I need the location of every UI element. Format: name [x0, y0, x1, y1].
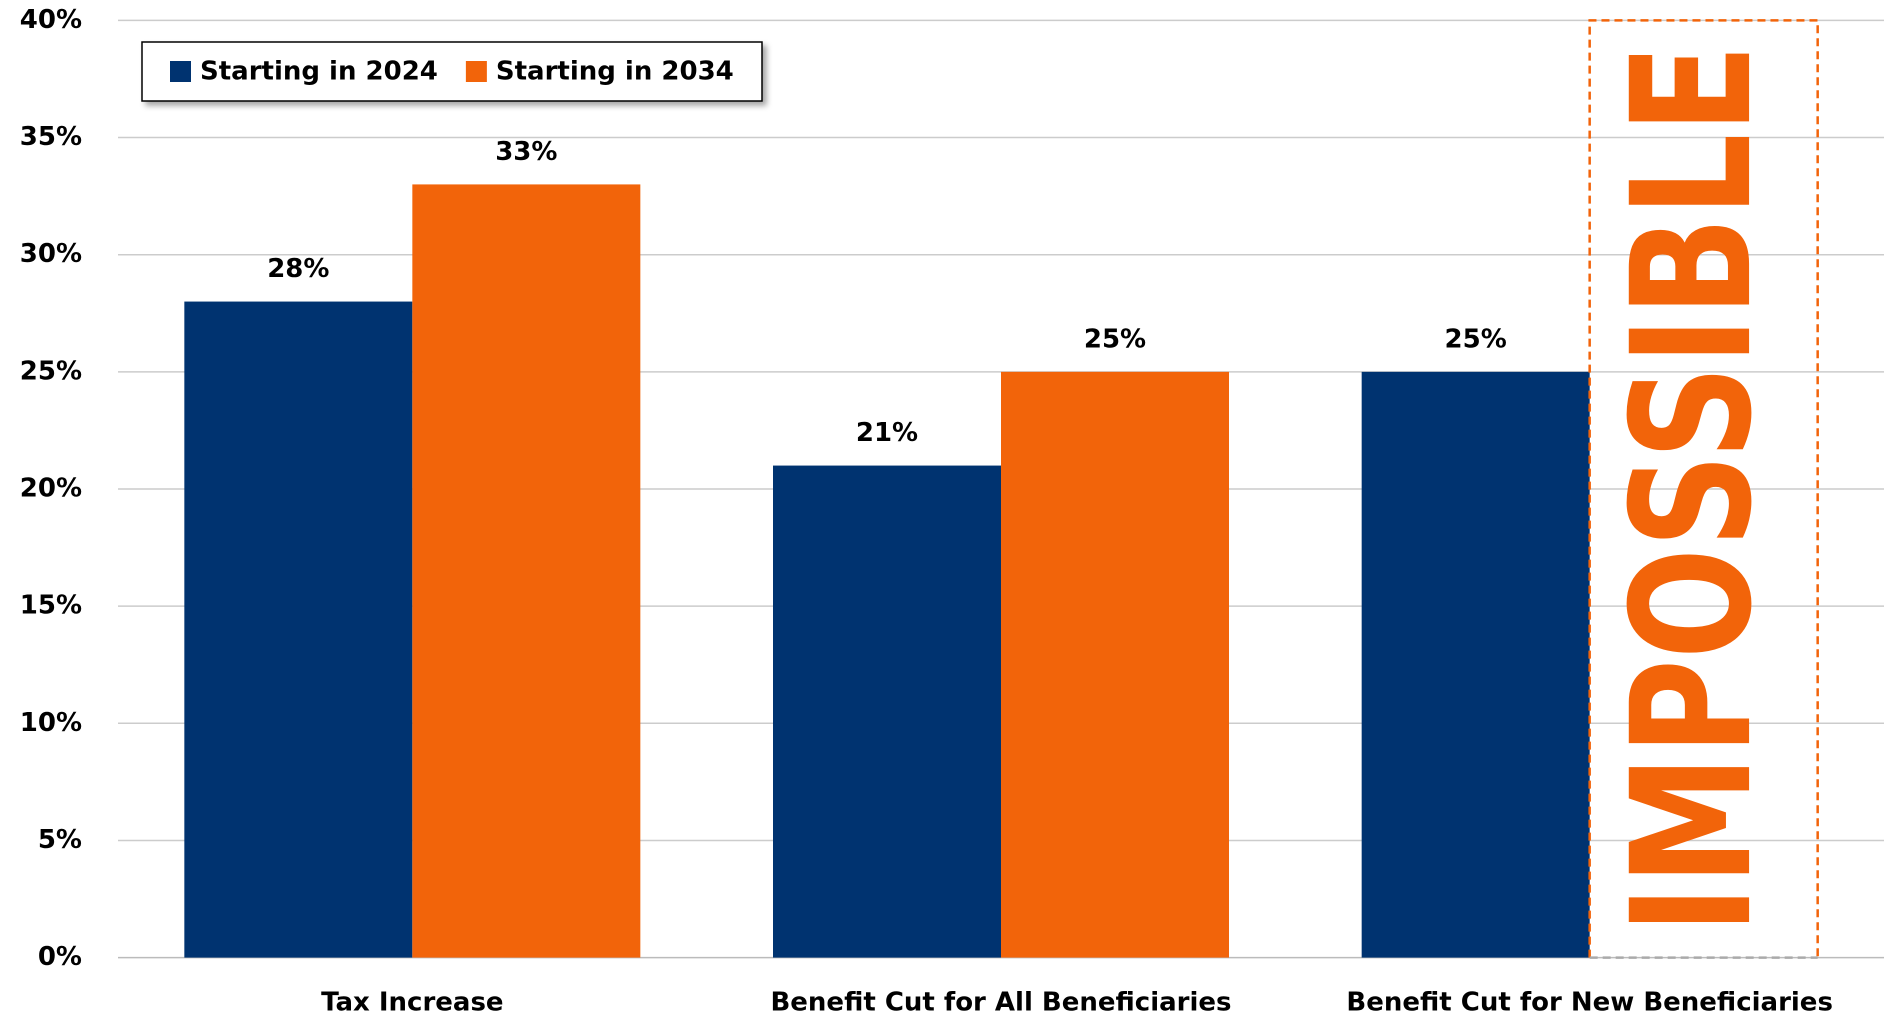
bar: [1361, 371, 1590, 958]
y-tick-label: 25%: [20, 356, 82, 386]
data-label: 28%: [267, 254, 329, 284]
data-label: 25%: [1445, 324, 1507, 354]
y-tick-label: 0%: [38, 942, 82, 972]
bar: [412, 184, 641, 958]
legend-label: Starting in 2034: [496, 57, 734, 87]
y-tick-label: 15%: [20, 591, 82, 621]
x-tick-label: Benefit Cut for New Beneficiaries: [1346, 988, 1833, 1018]
data-label: 21%: [856, 418, 918, 448]
data-label: 25%: [1084, 324, 1146, 354]
y-tick-label: 5%: [38, 825, 82, 855]
legend-box: [141, 41, 763, 102]
impossible-box: [1588, 19, 1819, 958]
y-tick-label: 10%: [20, 708, 82, 738]
y-tick-label: 40%: [20, 5, 82, 35]
y-tick-label: 35%: [20, 122, 82, 152]
legend-swatch: [465, 61, 487, 82]
legend-label: Starting in 2024: [200, 57, 438, 87]
legend-swatch: [170, 61, 191, 82]
y-tick-label: 30%: [20, 239, 82, 269]
x-tick-label: Tax Increase: [321, 988, 503, 1018]
y-tick-label: 20%: [20, 474, 82, 504]
legend: Starting in 2024 Starting in 2034: [141, 41, 763, 102]
x-tick-label: Benefit Cut for All Beneficiaries: [770, 988, 1231, 1018]
bar: [184, 301, 413, 958]
bar: [773, 465, 1001, 958]
annotation: IMPOSSIBLE: [1596, 44, 1788, 934]
bar: [1001, 371, 1229, 958]
data-label: 33%: [495, 137, 557, 167]
